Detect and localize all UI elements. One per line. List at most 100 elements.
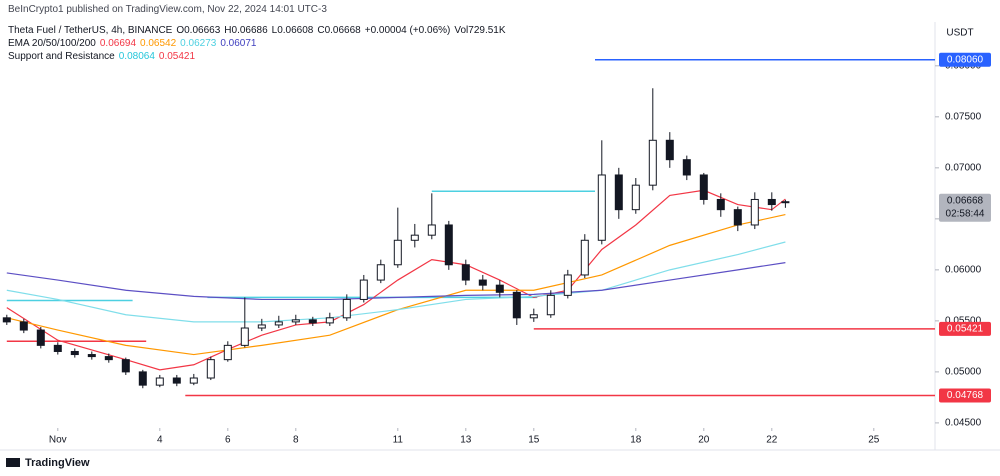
- candle-body: [614, 174, 623, 211]
- sr-value: 0.05421: [158, 51, 196, 62]
- ema-value: 0.06273: [180, 38, 217, 49]
- candle-body: [733, 209, 742, 226]
- candle-body: [461, 264, 470, 281]
- x-tick-label: 6: [225, 435, 231, 446]
- candle-body: [87, 354, 96, 358]
- y-tick-label: 0.07500: [945, 111, 982, 122]
- ohlc: C0.06668: [317, 25, 361, 36]
- last-price-label: 0.06668: [947, 195, 984, 206]
- ema-line: [6, 241, 786, 323]
- y-tick-label: 0.05500: [945, 316, 982, 327]
- candle-body: [359, 279, 368, 300]
- candle-body: [155, 377, 164, 386]
- candle-body: [781, 201, 790, 204]
- candle-body: [478, 279, 487, 286]
- candle-body: [308, 319, 317, 324]
- ema-value: 0.06694: [99, 38, 137, 49]
- candle-body: [223, 344, 232, 361]
- candle-body: [172, 377, 181, 384]
- candle-body: [427, 224, 436, 236]
- candle-body: [665, 139, 674, 161]
- ohlc: O0.06663: [176, 25, 221, 36]
- ema-line: [6, 189, 786, 371]
- sr-line: Support and Resistance 0.08064 0.05421: [8, 51, 199, 62]
- candle-body: [699, 174, 708, 200]
- x-tick-label: 11: [393, 435, 404, 446]
- x-tick-label: 25: [868, 435, 880, 446]
- published: BeInCrypto1 published on TradingView.com…: [8, 4, 327, 15]
- level-price-box: [939, 321, 991, 336]
- candle-body: [53, 344, 62, 352]
- level-price-label: 0.05421: [947, 324, 984, 335]
- candle-body: [70, 350, 79, 356]
- candle-body: [393, 239, 402, 266]
- candle-body: [206, 359, 215, 379]
- candle-body: [36, 329, 45, 346]
- candle-body: [597, 174, 606, 241]
- level-price-box: [939, 52, 991, 67]
- y-tick-label: 0.04500: [945, 418, 982, 429]
- candle-body: [121, 359, 130, 373]
- footer-brand: TradingView: [25, 457, 90, 469]
- candle-body: [325, 317, 334, 324]
- ohlc: Vol729.51K: [454, 25, 506, 36]
- candle-body: [2, 317, 11, 323]
- x-tick-label: 13: [460, 435, 472, 446]
- x-tick-label: 20: [698, 435, 710, 446]
- candle-body: [495, 284, 504, 293]
- candle-body: [240, 327, 249, 346]
- ema-line: [6, 262, 786, 301]
- x-tick-label: 18: [630, 435, 642, 446]
- candle-body: [682, 159, 691, 176]
- ema-label: EMA 20/50/100/200: [8, 38, 96, 49]
- sr-value: 0.08064: [118, 51, 155, 62]
- candle-body: [138, 371, 147, 386]
- candle-body: [750, 198, 759, 226]
- candle-body: [104, 356, 113, 361]
- ohlc: H0.06686: [224, 25, 268, 36]
- candle-body: [257, 324, 266, 329]
- candle-body: [444, 224, 453, 266]
- y-tick-label: 0.05000: [945, 367, 982, 378]
- sr-label: Support and Resistance: [8, 51, 115, 62]
- candle-body: [563, 274, 572, 296]
- countdown: 02:58:44: [946, 208, 985, 219]
- ema-value: 0.06071: [220, 38, 257, 49]
- ohlc: +0.00004 (+0.06%): [364, 25, 451, 36]
- symbol: Theta Fuel / TetherUS, 4h, BINANCE: [8, 25, 173, 36]
- candle-body: [529, 314, 538, 319]
- level-price-label: 0.08060: [947, 54, 984, 65]
- candle-body: [376, 264, 385, 281]
- candle-body: [580, 239, 589, 276]
- candle-body: [274, 321, 283, 326]
- ema-value: 0.06542: [140, 38, 177, 49]
- candle-body: [631, 184, 640, 211]
- x-tick-label: 22: [766, 435, 778, 446]
- logo: [6, 458, 20, 467]
- ohlc: L0.06608: [271, 25, 314, 36]
- x-tick-label: Nov: [49, 435, 67, 446]
- level-price-label: 0.04768: [947, 390, 984, 401]
- y-tick-label: 0.06000: [945, 265, 982, 276]
- candle-body: [716, 198, 725, 211]
- ema-line: EMA 20/50/100/200 0.06694 0.06542 0.06273 0.…: [8, 38, 260, 49]
- x-tick-label: 4: [157, 435, 163, 446]
- candle-body: [342, 298, 351, 319]
- x-tick-label: 15: [528, 435, 540, 446]
- candle-body: [189, 377, 198, 384]
- currency: USDT: [946, 28, 973, 39]
- y-tick-label: 0.07000: [945, 162, 982, 173]
- candle-body: [648, 139, 657, 186]
- x-tick-label: 8: [293, 435, 299, 446]
- candle-body: [767, 198, 776, 206]
- last-price-box: [939, 193, 991, 222]
- candle-body: [291, 319, 300, 323]
- candle-body: [546, 294, 555, 316]
- candle-body: [19, 321, 28, 331]
- level-price-box: [939, 388, 991, 403]
- symbol-line: Theta Fuel / TetherUS, 4h, BINANCE O0.066…: [8, 25, 510, 36]
- candle-body: [410, 234, 419, 241]
